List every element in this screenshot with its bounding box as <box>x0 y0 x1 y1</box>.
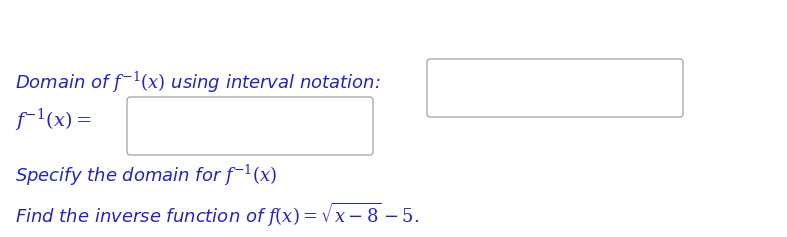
Text: Domain of $f^{-1}(x)$ using interval notation:: Domain of $f^{-1}(x)$ using interval not… <box>15 69 381 95</box>
Text: $f^{-1}(x) =$: $f^{-1}(x) =$ <box>15 106 92 134</box>
FancyBboxPatch shape <box>427 59 683 117</box>
Text: Specify the domain for $f^{-1}(x)$: Specify the domain for $f^{-1}(x)$ <box>15 162 277 188</box>
FancyBboxPatch shape <box>127 97 373 155</box>
Text: Find the inverse function of $f(x) = \sqrt{x-8} - 5.$: Find the inverse function of $f(x) = \sq… <box>15 201 419 229</box>
